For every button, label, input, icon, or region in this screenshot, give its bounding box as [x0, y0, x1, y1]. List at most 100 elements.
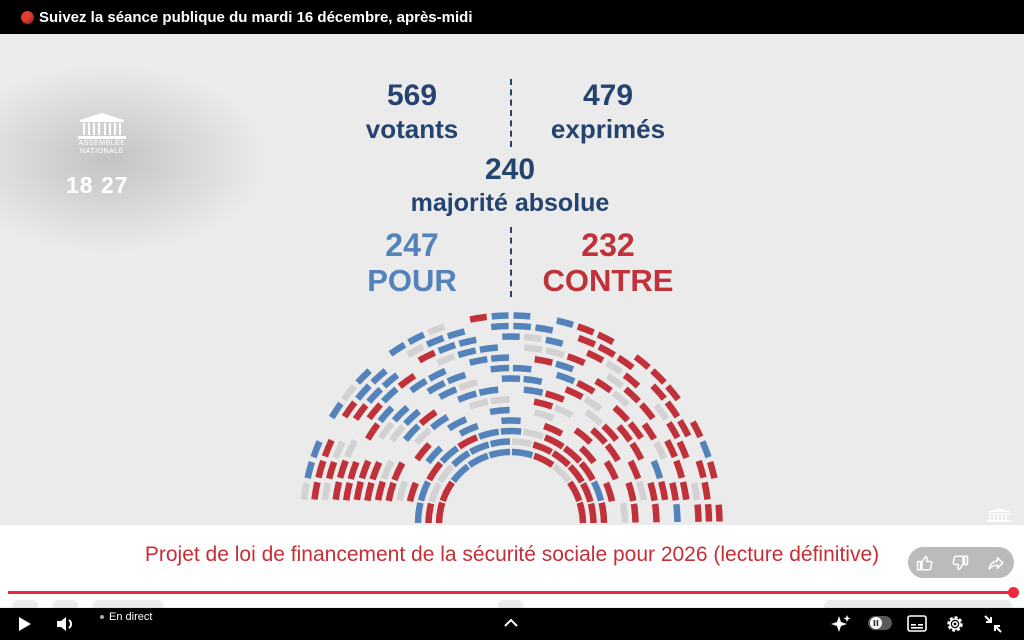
- seat-segment: [564, 386, 584, 400]
- sparkle-icon[interactable]: [831, 614, 851, 634]
- seat-segment: [336, 459, 349, 479]
- seat-segment: [447, 360, 467, 373]
- seat-segment: [330, 419, 345, 438]
- seat-segment: [393, 502, 403, 523]
- dislike-icon[interactable]: [951, 554, 969, 572]
- seat-segment: [662, 460, 675, 480]
- seat-segment: [311, 481, 321, 500]
- seat-segment: [321, 482, 332, 501]
- seat-segment: [446, 328, 466, 340]
- exit-fullscreen-icon[interactable]: [983, 614, 1003, 634]
- seat-segment: [387, 354, 406, 371]
- seat-segment: [391, 461, 406, 482]
- seat-segment: [616, 354, 635, 371]
- ghost-control: [12, 600, 38, 610]
- progress-scrubber[interactable]: [1008, 587, 1019, 598]
- subtitles-icon[interactable]: [907, 615, 927, 632]
- seat-segment: [641, 422, 657, 441]
- seat-segment: [406, 343, 425, 358]
- seat-segment: [451, 450, 471, 468]
- contre-label: CONTRE: [542, 263, 674, 298]
- seat-segment: [371, 354, 389, 370]
- seat-segment: [404, 503, 413, 523]
- exprimes-label: exprimés: [550, 114, 666, 144]
- seat-segment: [511, 438, 533, 448]
- settings-icon[interactable]: [945, 614, 965, 634]
- seat-segment: [653, 440, 668, 460]
- top-bar: Suivez la séance publique du mardi 16 dé…: [0, 0, 1024, 34]
- seat-segment: [513, 322, 532, 331]
- seat-segment: [706, 461, 718, 479]
- seat-segment: [414, 462, 430, 483]
- seat-segment: [636, 480, 648, 501]
- seat-segment: [573, 427, 593, 445]
- seat-segment: [310, 440, 323, 459]
- seat-segment: [629, 441, 645, 461]
- seat-segment: [377, 405, 395, 424]
- seat-segment: [402, 423, 421, 442]
- seat-segment: [315, 459, 327, 479]
- seat-segment: [601, 408, 619, 427]
- seat-segment: [532, 452, 555, 468]
- seat-segment: [543, 422, 564, 437]
- video-frame[interactable]: ASSEMBLÉE NATIONALE 18 27 569 votants 47…: [0, 34, 1024, 608]
- seat-segment: [389, 424, 406, 443]
- seat-segment: [392, 390, 411, 408]
- seat-segment: [500, 427, 522, 435]
- seat-segment: [576, 323, 595, 336]
- seat-segment: [388, 341, 407, 357]
- progress-bar[interactable]: [8, 591, 1014, 594]
- seat-segment: [572, 414, 592, 431]
- seat-segment: [385, 481, 397, 502]
- video-title[interactable]: Suivez la séance publique du mardi 16 dé…: [39, 8, 473, 26]
- seat-segment: [650, 383, 667, 401]
- seat-segment: [419, 396, 439, 412]
- seat-segment: [426, 461, 444, 482]
- seat-segment: [512, 406, 533, 416]
- seat-segment: [457, 347, 477, 359]
- pause-toggle-icon[interactable]: [868, 615, 892, 631]
- seat-segment: [534, 366, 555, 377]
- like-icon[interactable]: [916, 554, 934, 572]
- seat-segment: [512, 396, 532, 405]
- seat-segment: [544, 390, 565, 403]
- seat-segment: [344, 439, 358, 459]
- chevron-up-icon[interactable]: [502, 614, 520, 632]
- seat-segment: [523, 386, 544, 396]
- seat-segment: [469, 441, 490, 455]
- pour-value: 247: [385, 227, 439, 263]
- seat-segment: [391, 404, 410, 423]
- share-icon[interactable]: [986, 554, 1006, 572]
- seat-segment: [468, 324, 487, 334]
- seat-segment: [479, 375, 499, 385]
- seat-segment: [597, 343, 616, 358]
- live-label-text: En direct: [109, 611, 153, 623]
- seat-segment: [590, 427, 608, 445]
- seat-segment: [615, 341, 634, 357]
- play-icon[interactable]: [16, 616, 32, 632]
- seat-segment: [468, 355, 488, 366]
- seat-segment: [523, 375, 543, 385]
- seat-segment: [377, 441, 393, 461]
- seat-segment: [489, 438, 511, 448]
- seat-segment: [627, 405, 645, 424]
- seat-segment: [684, 460, 697, 480]
- seat-segment: [689, 420, 704, 439]
- seat-segment: [458, 422, 479, 437]
- seat-segment: [640, 439, 656, 459]
- seat-segment: [562, 445, 583, 464]
- seat-segment: [320, 504, 328, 522]
- seat-segment: [683, 503, 692, 522]
- volume-icon[interactable]: [56, 615, 76, 633]
- majorite-value: 240: [484, 153, 536, 186]
- seat-segment: [437, 341, 457, 355]
- ghost-control: [52, 600, 78, 610]
- divider-top: [510, 79, 512, 147]
- seat-segment: [467, 452, 490, 468]
- seat-segment: [534, 355, 554, 366]
- seat-segment: [380, 459, 395, 480]
- seat-segment: [512, 354, 532, 362]
- seat-segment: [469, 313, 488, 323]
- seat-segment: [425, 445, 444, 465]
- votants-value: 569: [386, 79, 438, 112]
